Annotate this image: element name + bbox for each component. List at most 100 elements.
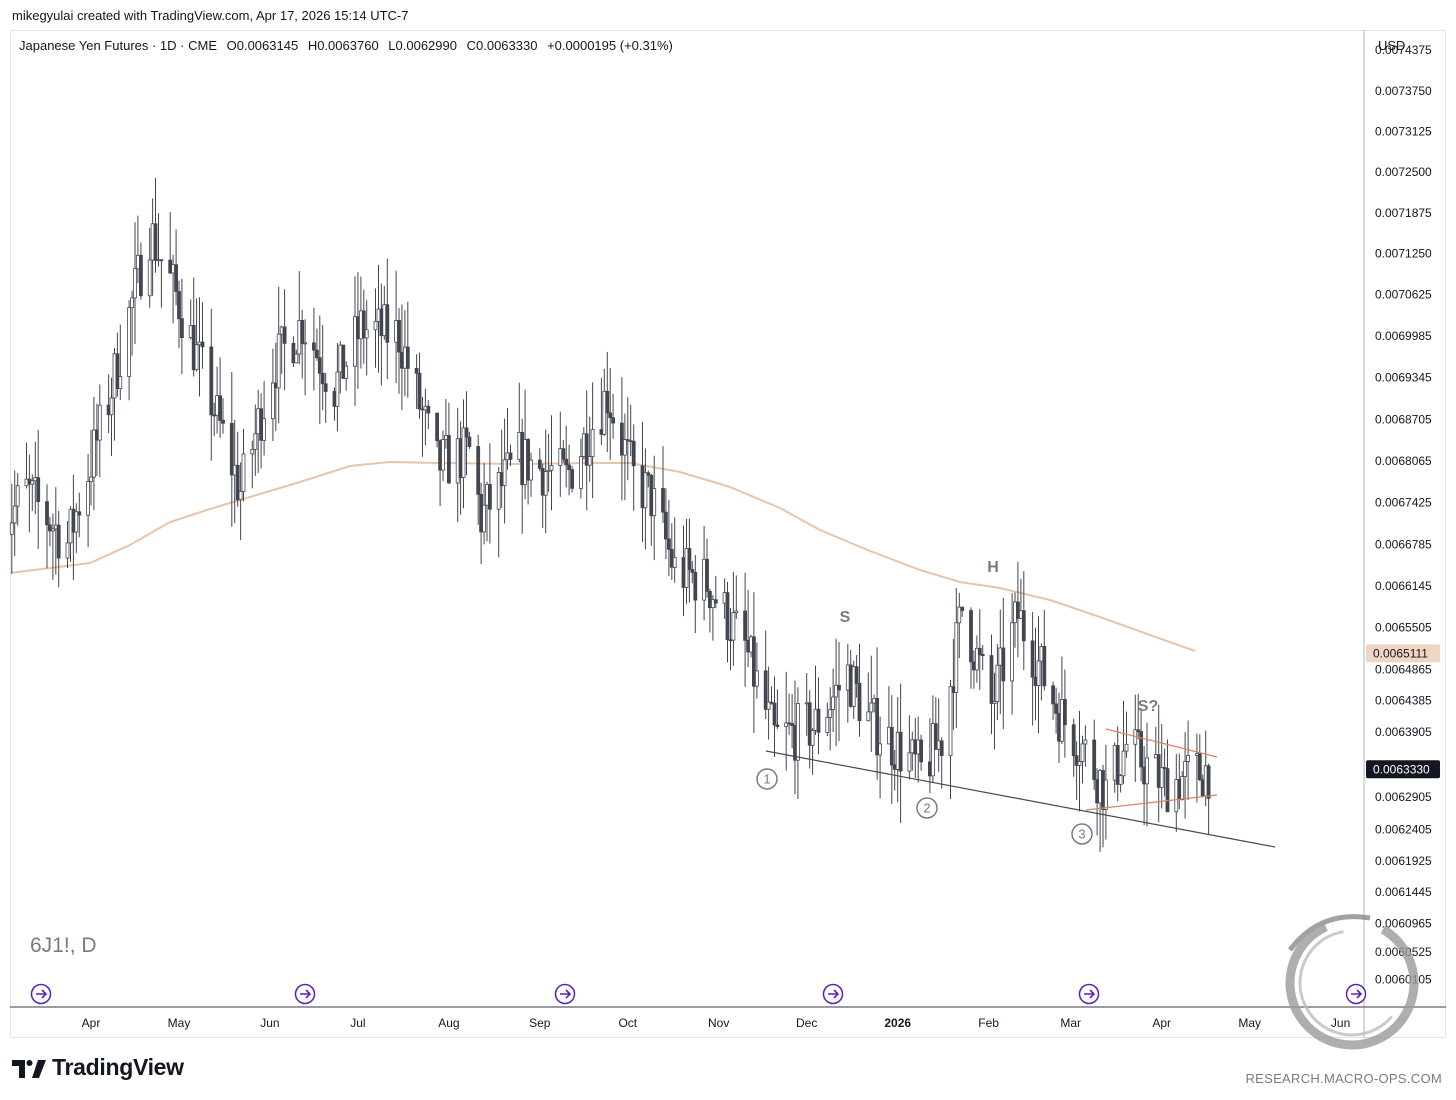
event-icon-arrow (828, 989, 840, 999)
candle-body (975, 647, 979, 671)
candle-body (188, 324, 193, 338)
candle-body (948, 686, 953, 757)
wave-marker-circle (916, 797, 938, 819)
candle-body (587, 456, 592, 466)
footer-credit: RESEARCH.MACRO-OPS.COM (1245, 1071, 1442, 1086)
candle-body (1124, 743, 1129, 752)
candle-body (502, 459, 507, 487)
event-markers[interactable] (30, 983, 1367, 1005)
candle-body (1112, 745, 1117, 781)
candle-body (939, 740, 944, 757)
candle-body (250, 448, 255, 455)
candle-body (48, 524, 52, 532)
candle-body (623, 439, 627, 456)
candle-body (857, 683, 862, 722)
time-tick-label: Aug (438, 1016, 459, 1030)
candle-body (426, 405, 431, 414)
candle-body (848, 664, 853, 707)
price-tick-label: 0.0068065 (1375, 454, 1432, 468)
candle-body (270, 382, 275, 420)
triangle-upper-line[interactable] (1105, 728, 1218, 758)
candle-body (300, 319, 305, 344)
candle-body (910, 739, 915, 754)
candle-body (646, 472, 651, 476)
candle-body (898, 731, 903, 772)
event-icon (1345, 983, 1367, 1005)
price-tick-label: 0.0074375 (1375, 43, 1432, 57)
event-icon (30, 983, 52, 1005)
candle-body (570, 469, 574, 489)
candle-body (1197, 753, 1202, 781)
candle-body (109, 397, 114, 416)
candle-body (620, 422, 624, 456)
candle-body (752, 636, 756, 687)
candle-body (810, 730, 815, 746)
price-tick-label: 0.0062905 (1375, 790, 1432, 804)
price-tick-label: 0.0066785 (1375, 537, 1432, 551)
candle-body (705, 558, 709, 592)
candle-body (74, 511, 79, 533)
candle-body (1162, 767, 1167, 770)
candle-body (414, 367, 419, 374)
close-value: C0.0063330 (466, 38, 538, 53)
candle-body (763, 670, 768, 710)
candle-body (960, 606, 965, 611)
candle-body (796, 703, 800, 761)
candle-body (1083, 739, 1088, 745)
candle-body (631, 440, 636, 467)
candle-body (708, 591, 712, 609)
candle-body (323, 383, 328, 392)
event-icon (294, 983, 316, 1005)
candle-body (564, 458, 569, 466)
tradingview-logo[interactable]: TradingView (12, 1054, 184, 1081)
candle-body (969, 610, 973, 663)
candle-body (382, 304, 387, 337)
symbol-watermark: 6J1!, D (30, 934, 97, 957)
candle-body (625, 439, 630, 442)
lower-trendline[interactable] (765, 750, 1276, 848)
time-axis-ticks[interactable]: Apr May Jun Jul Aug Sep Oct Nov Dec 2026 Feb Mar Apr… (82, 1016, 1351, 1030)
time-tick-label: Jun (260, 1016, 279, 1030)
pattern-label: S (840, 609, 851, 626)
candle-body (672, 557, 677, 568)
candle-body (1001, 647, 1006, 682)
candle-body (690, 569, 695, 573)
candle-body (828, 709, 833, 718)
candle-body (276, 333, 281, 389)
ohlc-legend: Japanese Yen Futures · 1D · CME O0.00631… (19, 38, 679, 53)
candle-body (755, 670, 759, 687)
candle-body (813, 708, 818, 731)
candle-body (1054, 703, 1058, 714)
candle-body (232, 464, 237, 476)
candle-body (1036, 660, 1041, 686)
currency-label[interactable]: USD (1378, 38, 1406, 53)
candle-body (1042, 646, 1047, 687)
price-tick-label: 0.0060105 (1375, 972, 1432, 986)
last-price-badge-text: 0.0063330 (1373, 762, 1430, 776)
candle-body (364, 329, 369, 339)
candle-body (734, 610, 739, 614)
candle-body (171, 264, 176, 274)
wave-marker: 1 (756, 768, 778, 790)
event-icon-arrow (1084, 989, 1096, 999)
candle-body (725, 592, 730, 641)
candle-body (441, 439, 445, 471)
candle-body (51, 528, 55, 532)
candle-body (9, 522, 14, 535)
candle-body (628, 440, 633, 443)
candle-body (65, 542, 70, 559)
candle-body (875, 698, 879, 756)
candle-body (461, 427, 466, 478)
price-axis-ticks[interactable]: 0.0074375 0.0073750 0.0073125 0.0072500 0.00… (1375, 43, 1432, 986)
candle-body (311, 342, 316, 351)
candle-body (567, 464, 571, 470)
candle-body (1115, 745, 1120, 785)
candle-body (1060, 699, 1064, 742)
candle-body (320, 372, 325, 385)
triangle-lower-line[interactable] (1085, 794, 1218, 811)
candle-body (476, 446, 481, 495)
candle-body (353, 316, 357, 367)
candle-body (980, 654, 985, 657)
candle-body (807, 702, 812, 746)
